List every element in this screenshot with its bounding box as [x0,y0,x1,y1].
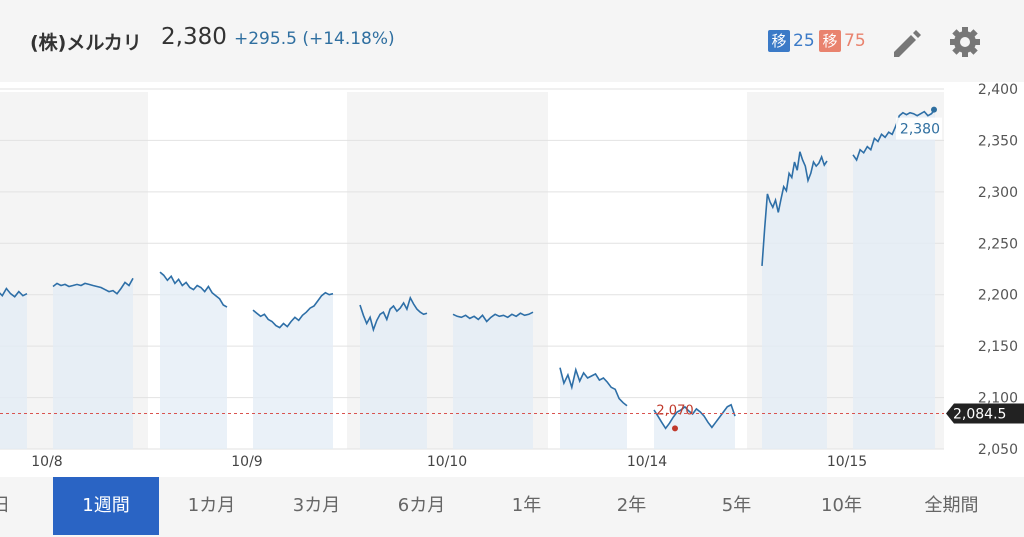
last-label-bg [896,117,942,140]
low-label: 2,070 [656,403,693,418]
session-area [560,367,627,449]
last-label: 2,380 [900,122,940,138]
tab-1-week[interactable]: 1週間 [53,477,159,535]
price-line [761,151,828,266]
session-area [453,312,533,449]
y-tick-label: 2,100 [978,391,1018,407]
y-tick-label: 2,300 [978,185,1018,201]
price-line [159,271,228,308]
tab-2-year[interactable]: 2年 [616,495,647,516]
stock-price: 2,380 [161,24,227,50]
price-chart[interactable]: 2,084.5 2,070 2,380 2,400 2,350 2,300 2,250 2,2… [0,82,1024,477]
session-area [360,297,427,449]
tab-all-period[interactable]: 全期間 [924,495,979,516]
session-area [762,151,827,449]
price-line [852,109,936,162]
reference-tag [946,403,1024,424]
price-line [559,366,628,407]
y-tick-label: 2,050 [978,442,1018,458]
header-bar: (株)メルカリ 2,380 +295.5 (+14.18%) 移 25 移 75 [0,0,1024,82]
gear-icon[interactable] [945,22,985,62]
moving-average-badge-25[interactable]: 移 [768,30,790,52]
session-area [253,292,333,449]
y-tick-label: 2,350 [978,133,1018,149]
tab-10-year[interactable]: 10年 [821,495,862,516]
last-marker [931,106,937,113]
session-area [53,278,133,449]
moving-average-value-25: 25 [793,31,815,51]
moving-average-badge-75[interactable]: 移 [819,30,841,52]
price-line [359,295,428,333]
y-tick-label: 2,400 [978,82,1018,98]
x-tick-label: 10/14 [627,454,667,470]
x-tick-label: 10/9 [231,454,262,470]
x-tick-label: 10/10 [427,454,467,470]
tab-5-year[interactable]: 5年 [721,495,752,516]
x-tick-label: 10/8 [31,454,62,470]
period-tabs: 日 1週間 1カ月 3カ月 6カ月 1年 2年 5年 10年 全期間 [0,477,1024,537]
tab-1-month[interactable]: 1カ月 [187,495,236,516]
tab-day[interactable]: 日 [0,495,10,516]
session-area [160,272,227,449]
y-tick-label: 2,150 [978,339,1018,355]
pencil-icon[interactable] [886,22,926,62]
low-marker [672,425,678,432]
tab-6-month[interactable]: 6カ月 [397,495,446,516]
stock-name: (株)メルカリ [30,32,142,54]
reference-label: 2,084.5 [953,407,1006,423]
price-line [452,311,534,323]
tab-3-month[interactable]: 3カ月 [292,495,341,516]
session-area [0,288,27,449]
price-line [0,287,28,298]
y-tick-label: 2,250 [978,236,1018,252]
price-change: +295.5 (+14.18%) [234,29,395,49]
y-tick-label: 2,200 [978,288,1018,304]
moving-average-value-75: 75 [844,31,866,51]
price-line [252,291,334,329]
x-tick-label: 10/15 [827,454,867,470]
tab-1-year[interactable]: 1年 [511,495,542,516]
price-line [52,277,134,295]
price-line [653,403,736,430]
session-area [853,109,935,449]
